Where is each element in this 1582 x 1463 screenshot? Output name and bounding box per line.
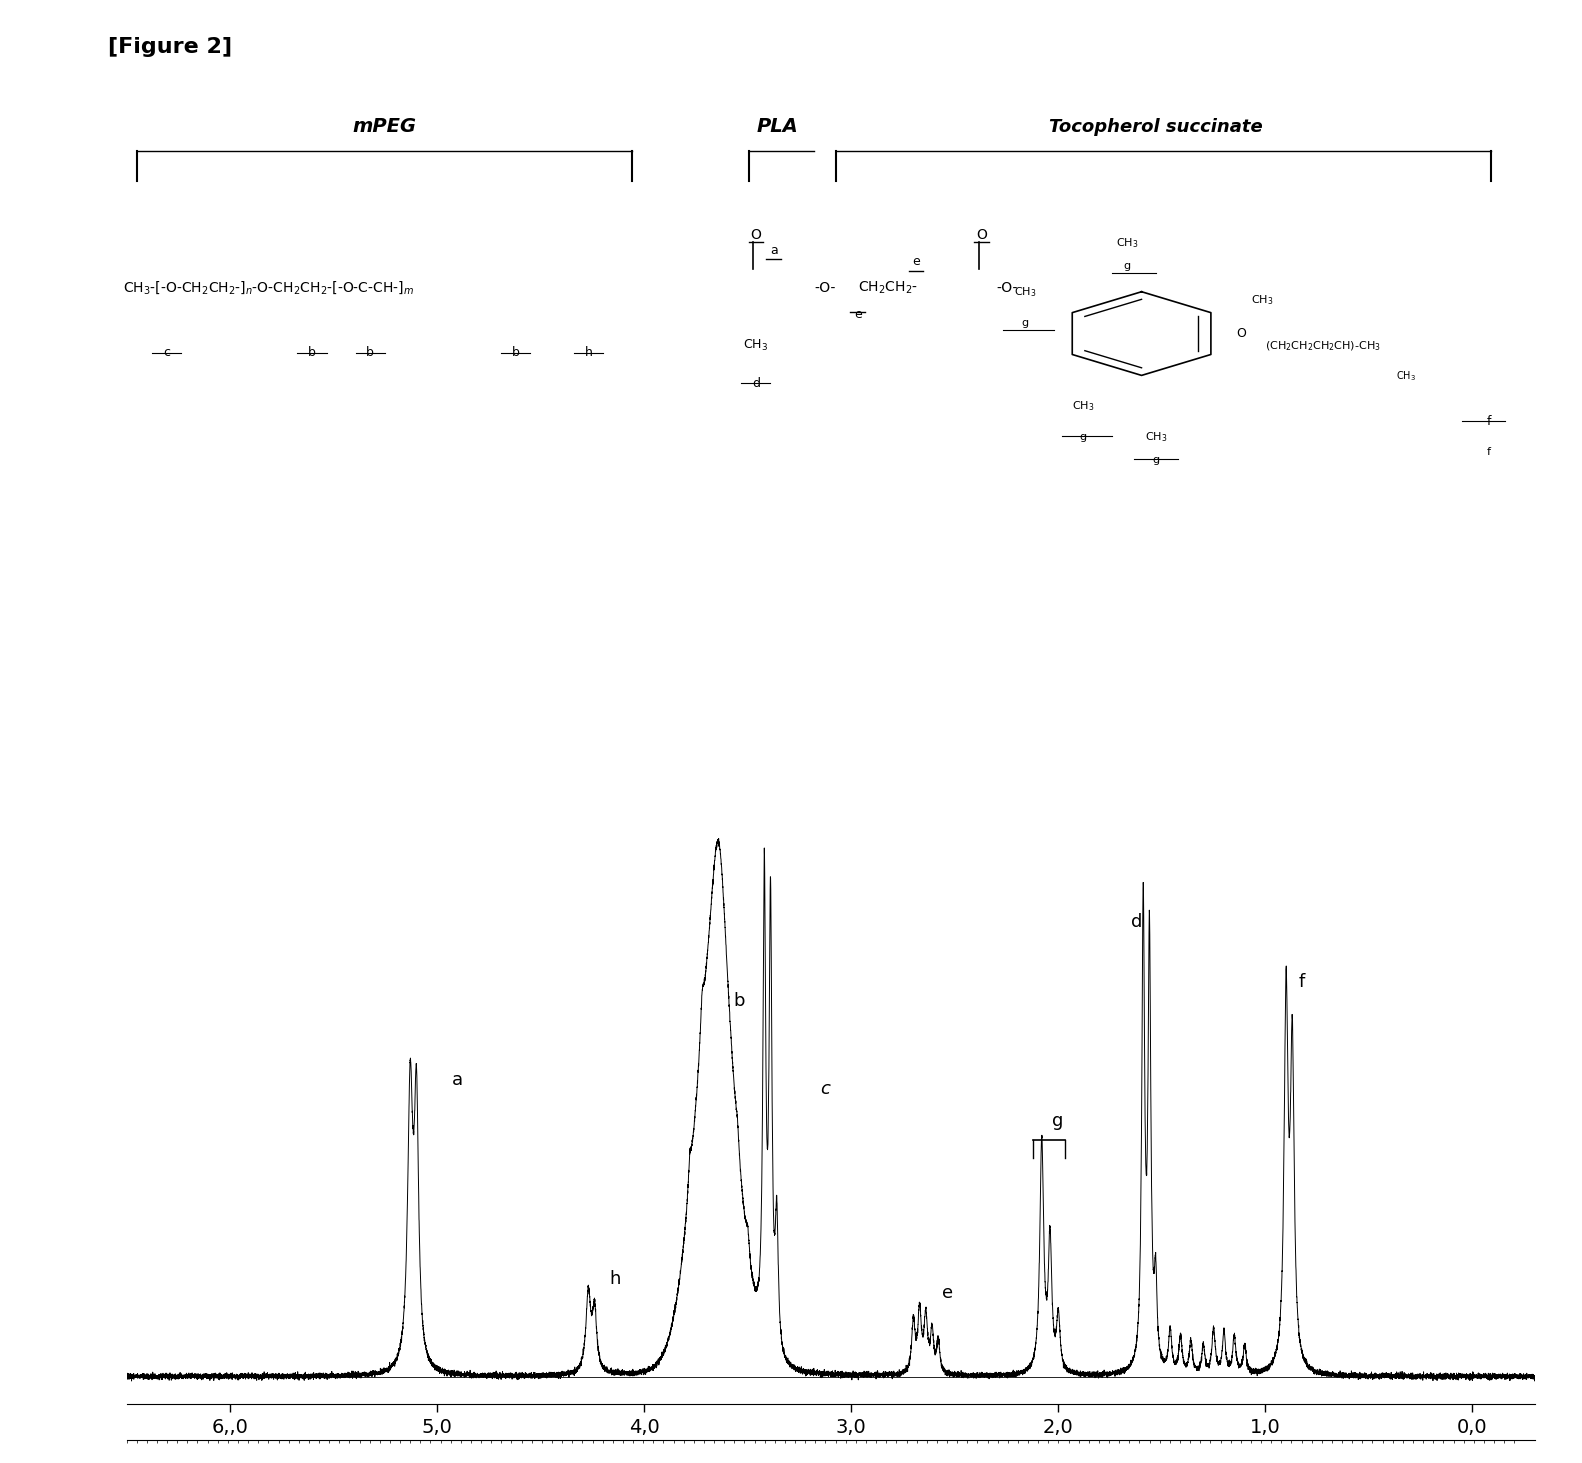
Text: h: h [609,1270,620,1289]
Text: CH$_3$-[-O-CH$_2$CH$_2$-]$_n$-O-CH$_2$CH$_2$-[-O-C-CH-]$_m$: CH$_3$-[-O-CH$_2$CH$_2$-]$_n$-O-CH$_2$CH… [123,279,414,297]
Text: CH$_3$: CH$_3$ [1014,285,1036,300]
Text: PLA: PLA [756,117,799,136]
Text: c: c [163,347,169,360]
Text: CH$_2$CH$_2$-: CH$_2$CH$_2$- [857,279,918,296]
Text: CH$_3$: CH$_3$ [1115,236,1139,250]
Text: a: a [451,1071,464,1088]
Text: e: e [854,309,862,322]
Text: g: g [1081,432,1087,442]
Text: (CH$_2$CH$_2$CH$_2$CH)-CH$_3$: (CH$_2$CH$_2$CH$_2$CH)-CH$_3$ [1266,339,1381,353]
Text: O: O [1236,328,1247,339]
Text: -O-: -O- [997,281,1017,296]
Text: g: g [1123,260,1131,271]
Text: g: g [1052,1112,1063,1131]
Text: CH$_3$: CH$_3$ [1145,430,1168,443]
Text: f: f [1299,973,1305,990]
Text: d: d [1131,913,1142,930]
Text: CH$_3$: CH$_3$ [744,338,769,353]
Text: O: O [750,228,761,241]
Text: g: g [1153,455,1160,465]
Text: e: e [913,255,919,268]
Text: CH$_3$: CH$_3$ [1397,369,1416,383]
Text: e: e [943,1285,954,1302]
Text: b: b [513,347,519,360]
Text: O: O [976,228,987,241]
Text: f: f [1487,415,1490,427]
Text: b: b [732,992,745,1009]
Text: f: f [1487,448,1490,458]
Text: d: d [751,377,759,389]
Text: b: b [308,347,316,360]
Text: mPEG: mPEG [353,117,416,136]
Text: a: a [770,244,778,257]
Text: Tocopherol succinate: Tocopherol succinate [1049,117,1262,136]
Text: c: c [819,1080,831,1097]
Text: CH$_3$: CH$_3$ [1251,293,1274,307]
Text: [Figure 2]: [Figure 2] [108,37,233,57]
Text: h: h [585,347,592,360]
Text: b: b [367,347,373,360]
Text: CH$_3$: CH$_3$ [1073,399,1095,414]
Text: g: g [1022,317,1028,328]
Text: -O-: -O- [815,281,835,296]
